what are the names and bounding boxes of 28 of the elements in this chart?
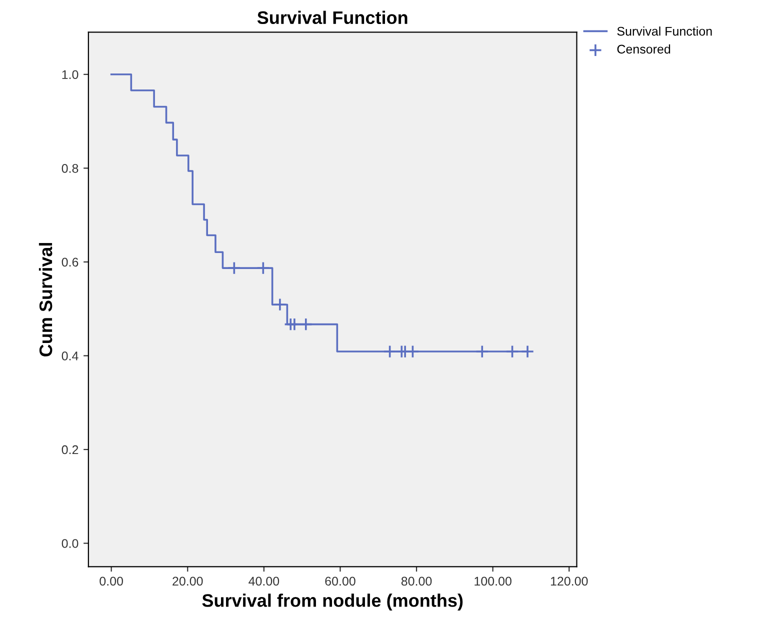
y-tick-label: 1.0 bbox=[62, 70, 78, 80]
x-tick-label: 0.00 bbox=[100, 576, 123, 586]
x-tick-label: 60.00 bbox=[325, 576, 356, 586]
point bbox=[520, 344, 534, 358]
x-tick-label: 80.00 bbox=[401, 576, 432, 586]
x-tick-label: 100.00 bbox=[474, 576, 512, 586]
point bbox=[299, 318, 313, 332]
x-tick-label: 120.00 bbox=[550, 576, 588, 586]
y-tick-label: 0.2 bbox=[62, 445, 78, 454]
point bbox=[406, 344, 420, 358]
x-tick-label: 20.00 bbox=[172, 576, 203, 586]
chart-title: Survival Function bbox=[257, 10, 408, 24]
point bbox=[475, 344, 489, 358]
point bbox=[273, 298, 287, 312]
y-tick-label: 0.8 bbox=[62, 164, 78, 173]
legend-label: Censored bbox=[617, 44, 670, 54]
x-axis-title: Survival from nodule (months) bbox=[202, 594, 463, 610]
x-tick-label: 40.00 bbox=[248, 576, 280, 586]
y-tick-label: 0.4 bbox=[62, 352, 78, 360]
point bbox=[227, 261, 241, 275]
legend-label: Survival Function bbox=[617, 26, 712, 36]
point bbox=[288, 318, 302, 332]
y-axis-title: Cum Survival bbox=[38, 243, 52, 356]
point bbox=[506, 344, 519, 358]
point bbox=[256, 261, 270, 275]
y-tick-label: 0.6 bbox=[62, 258, 78, 267]
point bbox=[383, 344, 397, 358]
y-tick-label: 0.0 bbox=[62, 539, 78, 548]
